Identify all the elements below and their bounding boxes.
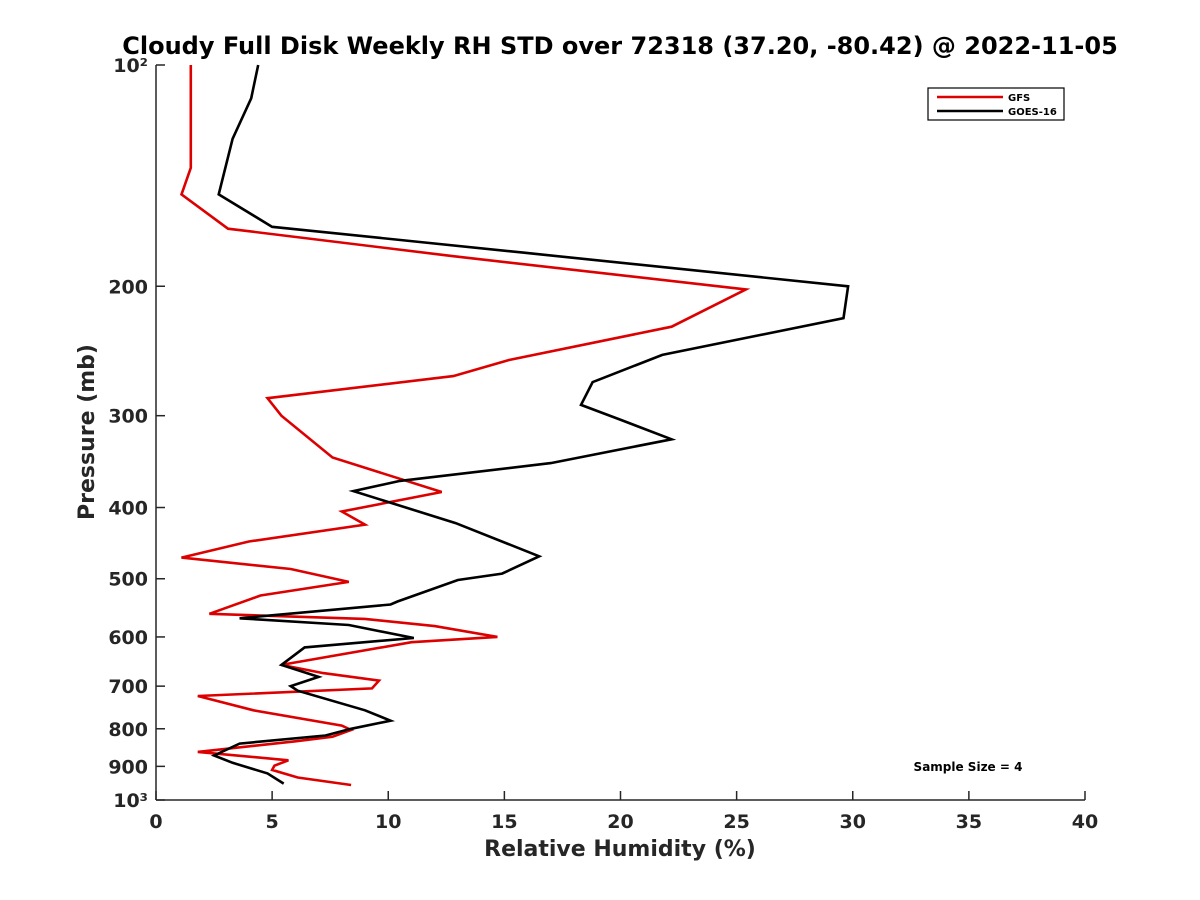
x-axis-ticks: 0 5 10 15 20 25 30 35 40: [149, 791, 1098, 833]
y-tick-label: 700: [108, 676, 148, 698]
legend: GFS GOES-16: [927, 87, 1065, 121]
y-axis-ticks: 10² 200 300 400 500 600 700 800 900 10³: [108, 55, 165, 812]
x-axis-label: Relative Humidity (%): [484, 837, 756, 862]
y-tick-label: 300: [108, 406, 148, 428]
x-tick-label: 25: [723, 811, 749, 833]
x-tick-label: 15: [491, 811, 517, 833]
y-tick-label: 500: [108, 569, 148, 591]
legend-label-gfs: GFS: [1008, 93, 1030, 104]
x-tick-label: 20: [607, 811, 633, 833]
y-tick-label: 200: [108, 276, 148, 298]
x-tick-label: 0: [149, 811, 162, 833]
series-layer: [179, 64, 850, 787]
sample-size-annotation: Sample Size = 4: [914, 760, 1023, 774]
y-tick-label: 400: [108, 498, 148, 520]
x-tick-label: 30: [840, 811, 866, 833]
x-tick-label: 40: [1072, 811, 1098, 833]
series-line-gfs: [179, 65, 751, 787]
chart-title: Cloudy Full Disk Weekly RH STD over 7231…: [122, 32, 1118, 60]
x-tick-label: 10: [375, 811, 401, 833]
y-tick-label: 600: [108, 627, 148, 649]
y-tick-label: 900: [108, 756, 148, 778]
x-tick-label: 5: [266, 811, 279, 833]
y-tick-label: 10²: [113, 55, 148, 77]
legend-label-goes16: GOES-16: [1008, 107, 1057, 118]
series-line-goes16: [210, 64, 850, 785]
legend-box: [927, 87, 1065, 121]
x-tick-label: 35: [956, 811, 982, 833]
y-tick-label: 800: [108, 719, 148, 741]
y-tick-label: 10³: [113, 790, 148, 812]
y-axis-label: Pressure (mb): [75, 344, 100, 520]
